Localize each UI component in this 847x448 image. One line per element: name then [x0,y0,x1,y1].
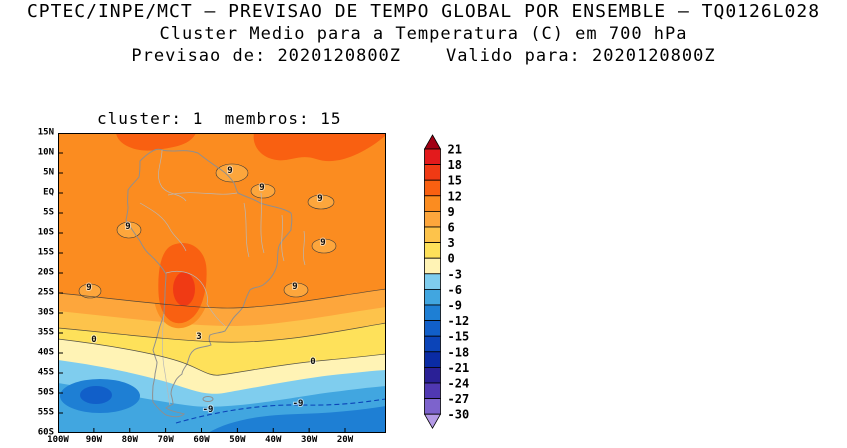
colorbar-level-label: 6 [448,221,455,235]
colorbar-segment [424,320,441,337]
colorbar-segment [424,211,441,228]
contour-label: 9 [292,282,297,292]
colorbar-segment [424,148,441,166]
lat-tick-label: 20S [37,267,54,278]
colorbar-segment [424,304,441,322]
colorbar-level-label: -24 [448,377,470,391]
colorbar-segment [424,164,441,181]
colorbar-level-label: 12 [448,189,462,203]
lat-tick-label: 15S [37,247,54,258]
colorbar-segment [424,226,441,244]
coastlines-and-borders [125,148,306,418]
colorbar-segment [424,398,441,415]
contour-label: 0 [310,357,315,367]
lat-tick-label: 10S [37,227,54,238]
lat-tick-label: 35S [37,327,54,338]
lon-tick-label: 70W [157,435,174,445]
colorbar-segment [424,288,441,306]
lat-tick-label: 15N [37,127,54,138]
map-frame [58,133,386,433]
contour-label: 3 [196,332,201,342]
lon-tick-label: 90W [85,435,103,445]
colorbar-segment [424,366,441,384]
lon-tick-label: 20W [336,435,354,445]
contour-label: 9 [125,222,130,232]
contour-label: 9 [86,283,91,293]
lat-tick-label: 50S [37,387,54,398]
lat-tick-label: 55S [37,407,54,418]
colorbar-segment [424,382,441,400]
lat-tick-label: 45S [37,367,54,378]
lon-tick-label: 60W [193,435,210,445]
contour-label: -9 [293,399,304,409]
colorbar-segment [424,351,441,368]
colorbar-level-label: 3 [448,236,455,250]
lon-tick-label: 100W [47,435,69,445]
colorbar-level-label: -15 [448,330,470,344]
lat-tick-label: 60S [37,427,54,438]
lat-tick-label: 5S [43,207,54,218]
title-line-1: CPTEC/INPE/MCT – PREVISAO DE TEMPO GLOBA… [26,1,821,22]
lat-tick-label: 25S [37,287,54,298]
lat-tick-label: 10N [37,147,54,158]
colorbar-segment [424,242,441,259]
colorbar-level-label: -27 [448,392,470,406]
contour-label: 9 [259,183,264,193]
title-line-3: Previsao de: 2020120800Z Valido para: 20… [131,46,716,66]
contour-lines [57,288,387,424]
contour-label: 9 [317,194,322,204]
colorbar-level-label: -6 [448,283,462,297]
lon-tick-label: 50W [229,435,246,445]
lat-tick-label: 40S [37,347,54,358]
colorbar-segment [424,179,441,197]
map-area: 9 9 9 9 9 9 9 3 0 0 -9 -9 [57,132,387,434]
lon-tick-label: 40W [265,435,282,445]
contour-label-layer: 9 9 9 9 9 9 9 3 0 0 -9 -9 [85,165,326,416]
colorbar-level-label: 0 [448,252,455,266]
colorbar-level-label: -9 [448,299,462,313]
lon-tick-label: 80W [121,435,138,445]
temperature-field-map: 9 9 9 9 9 9 9 3 0 0 -9 -9 [57,132,387,434]
contour-label: 0 [91,335,96,345]
cluster-info-label: cluster: 1 membros: 15 [97,109,342,128]
colorbar-level-label: -21 [448,361,470,375]
colorbar-segment [423,413,442,430]
lat-tick-label: EQ [43,187,54,198]
colorbar-level-label: -30 [448,408,470,422]
colorbar-level-label: -18 [448,345,470,359]
colorbar-segment [423,134,442,150]
colorbar-level-label: -3 [448,267,462,281]
colorbar-segment [424,257,441,275]
filled-contours [58,133,386,433]
colorbar-segment [424,335,441,353]
colorbar-segment [424,195,441,212]
lat-tick-label: 5N [43,167,54,178]
contour-label: 9 [320,238,325,248]
colorbar-level-label: 15 [448,174,462,188]
lon-tick-label: 30W [300,435,318,445]
contour-label: 9 [227,166,232,176]
colorbar-segment [424,273,441,290]
title-line-2: Cluster Medio para a Temperatura (C) em … [159,24,688,44]
colorbar-level-label: 21 [448,143,462,157]
contour-label: -9 [203,405,214,415]
colorbar-level-label: 18 [448,158,462,172]
colorbar-level-label: 9 [448,205,455,219]
lat-tick-label: 30S [37,307,54,318]
colorbar-level-label: -12 [448,314,470,328]
colorbar-legend: 21 18 15 12 9 6 3 0 -3 -6 -9 -12 -15 -18 -21 -24 -27 -30 [423,134,488,434]
